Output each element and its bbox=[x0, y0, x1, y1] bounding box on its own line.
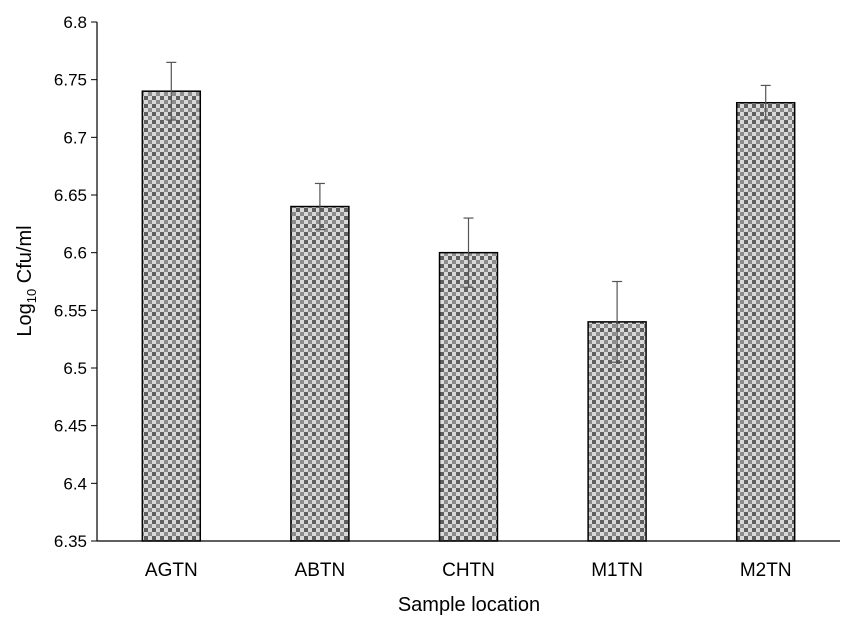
y-tick-label: 6.55 bbox=[54, 301, 87, 320]
x-axis-labels: AGTN ABTN CHTN M1TN M2TN bbox=[145, 560, 792, 581]
y-tick-label: 6.5 bbox=[63, 359, 87, 378]
bars bbox=[141, 90, 796, 542]
y-axis-title-suffix: Cfu/ml bbox=[14, 225, 36, 288]
y-tick-label: 6.8 bbox=[63, 13, 87, 32]
y-axis-title-prefix: Log bbox=[14, 303, 36, 336]
bar-abtn bbox=[290, 205, 350, 542]
bar-agtn bbox=[141, 90, 202, 542]
bar-m2tn bbox=[735, 101, 796, 542]
y-tick-label: 6.7 bbox=[63, 128, 87, 147]
x-axis-title: Sample location bbox=[398, 594, 540, 616]
error-bars bbox=[166, 61, 771, 363]
y-axis-title: Log10 Cfu/ml bbox=[14, 225, 39, 336]
x-tick-label: AGTN bbox=[145, 560, 198, 581]
bar-chtn bbox=[438, 251, 499, 542]
x-tick-label: M2TN bbox=[740, 560, 792, 581]
y-axis-title-subscript: 10 bbox=[24, 289, 39, 303]
y-tick-label: 6.6 bbox=[63, 244, 87, 263]
y-tick-label: 6.65 bbox=[54, 186, 87, 205]
x-tick-label: M1TN bbox=[591, 560, 643, 581]
y-tick-label: 6.4 bbox=[63, 474, 87, 493]
x-tick-label: CHTN bbox=[442, 560, 495, 581]
y-tick-label: 6.45 bbox=[54, 417, 87, 436]
y-tick-label: 6.35 bbox=[54, 532, 87, 551]
y-axis-ticks: 6.35 6.4 6.45 6.5 6.55 6.6 6.65 6.7 6.75 6.8 bbox=[54, 13, 97, 551]
x-tick-label: ABTN bbox=[295, 560, 346, 581]
y-tick-label: 6.75 bbox=[54, 71, 87, 90]
